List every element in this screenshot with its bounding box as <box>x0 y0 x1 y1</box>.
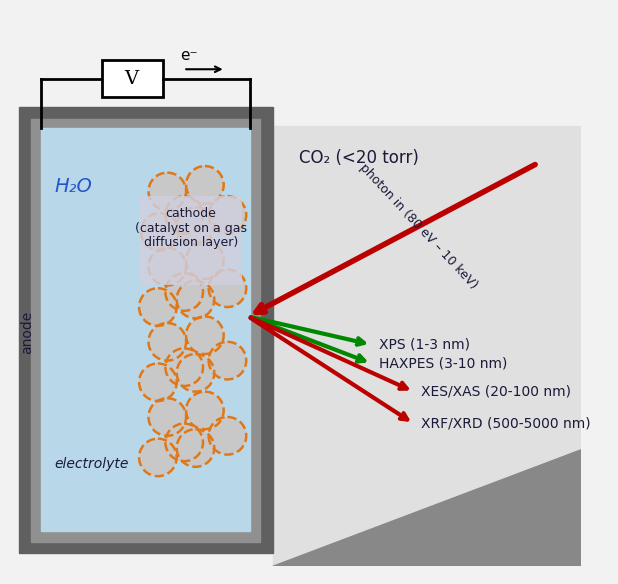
Circle shape <box>209 196 246 234</box>
Bar <box>41 128 250 531</box>
Text: cathode: cathode <box>166 207 216 220</box>
Circle shape <box>209 417 246 454</box>
Circle shape <box>166 196 203 234</box>
Bar <box>19 107 273 553</box>
Circle shape <box>139 363 177 401</box>
Text: V: V <box>124 69 138 88</box>
Circle shape <box>177 207 214 245</box>
Circle shape <box>186 166 224 204</box>
Text: photon in (80 eV – 10 keV): photon in (80 eV – 10 keV) <box>357 161 480 291</box>
Text: HAXPES (3-10 nm): HAXPES (3-10 nm) <box>379 356 507 370</box>
Polygon shape <box>273 126 581 566</box>
Circle shape <box>139 439 177 476</box>
Circle shape <box>209 269 246 307</box>
Circle shape <box>166 423 203 461</box>
Bar <box>31 119 260 542</box>
Circle shape <box>148 323 186 360</box>
Circle shape <box>148 173 186 210</box>
Circle shape <box>186 317 224 354</box>
Circle shape <box>141 213 179 251</box>
Text: XES/XAS (20-100 nm): XES/XAS (20-100 nm) <box>421 385 571 399</box>
Text: XPS (1-3 nm): XPS (1-3 nm) <box>379 338 470 352</box>
Circle shape <box>177 429 214 467</box>
Circle shape <box>177 281 214 318</box>
Text: CO₂ (<20 torr): CO₂ (<20 torr) <box>299 149 419 167</box>
Bar <box>101 60 163 98</box>
Circle shape <box>148 248 186 286</box>
Circle shape <box>148 398 186 436</box>
Circle shape <box>166 349 203 386</box>
Circle shape <box>186 392 224 429</box>
Text: XRF/XRD (500-5000 nm): XRF/XRD (500-5000 nm) <box>421 416 591 430</box>
Circle shape <box>177 354 214 392</box>
Polygon shape <box>273 450 581 566</box>
Text: anode: anode <box>20 311 34 354</box>
Text: e⁻: e⁻ <box>180 48 198 62</box>
Circle shape <box>139 288 177 326</box>
Text: diffusion layer): diffusion layer) <box>143 235 238 249</box>
Circle shape <box>186 241 224 279</box>
Circle shape <box>166 273 203 311</box>
Circle shape <box>209 342 246 380</box>
Text: H₂O: H₂O <box>54 178 92 196</box>
Text: electrolyte: electrolyte <box>54 457 129 471</box>
Bar <box>139 196 242 286</box>
Text: (catalyst on a gas: (catalyst on a gas <box>135 221 247 235</box>
